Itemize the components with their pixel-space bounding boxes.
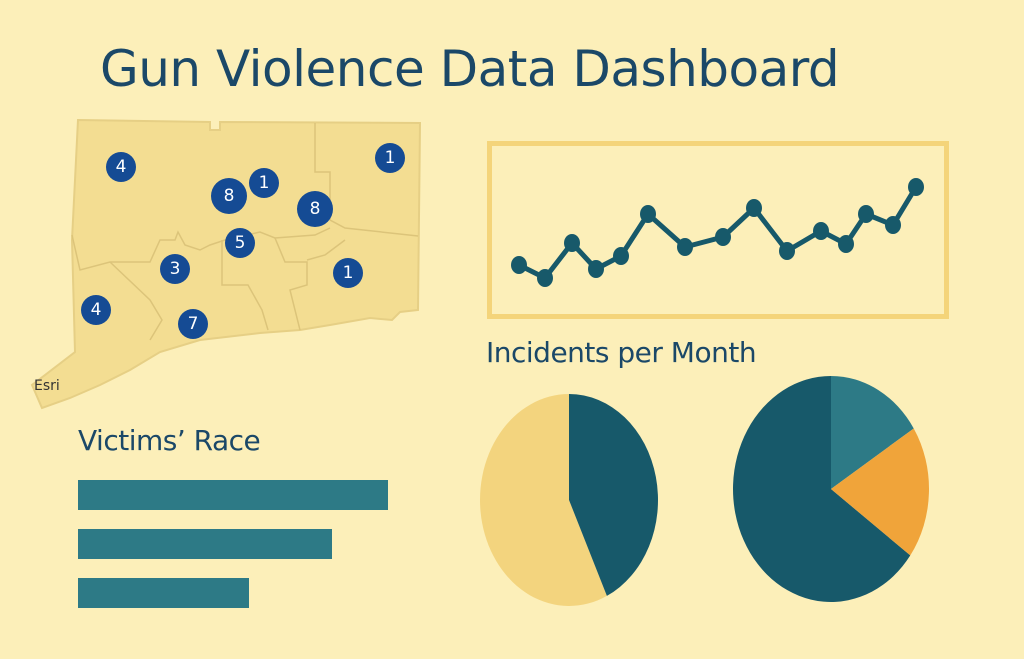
line-point [588, 260, 604, 278]
line-point [564, 234, 580, 252]
bar [78, 480, 388, 510]
pie-slice [831, 428, 929, 556]
map-marker[interactable]: 1 [249, 168, 279, 198]
pie-slice [831, 376, 914, 489]
line-point [677, 238, 693, 256]
page-title: Gun Violence Data Dashboard [100, 40, 840, 98]
map-marker[interactable]: 7 [178, 309, 208, 339]
line-point [640, 205, 656, 223]
line-chart-frame [487, 141, 949, 319]
map-marker[interactable]: 8 [297, 191, 333, 227]
line-point [779, 242, 795, 260]
pie-slice [569, 394, 659, 596]
map-marker[interactable]: 5 [225, 228, 255, 258]
bar [78, 578, 249, 608]
bar-chart-title: Victims’ Race [78, 424, 261, 457]
map-marker[interactable]: 3 [160, 254, 190, 284]
line-point [813, 222, 829, 240]
line-point [885, 216, 901, 234]
line-point [613, 247, 629, 265]
map-marker[interactable]: 1 [375, 143, 405, 173]
line-point [511, 256, 527, 274]
line-chart-title: Incidents per Month [486, 336, 757, 369]
line-point [715, 228, 731, 246]
line-point [838, 235, 854, 253]
line-point [908, 178, 924, 196]
map-marker[interactable]: 4 [106, 152, 136, 182]
map-marker[interactable]: 1 [333, 258, 363, 288]
map-marker[interactable]: 4 [81, 295, 111, 325]
map-marker[interactable]: 8 [211, 178, 247, 214]
bar [78, 529, 333, 559]
map-attribution: Esri [34, 378, 60, 394]
line-point [746, 199, 762, 217]
line-point [537, 269, 553, 287]
pie-slice [480, 394, 607, 606]
line-point [858, 205, 874, 223]
pie-slice [732, 376, 911, 603]
